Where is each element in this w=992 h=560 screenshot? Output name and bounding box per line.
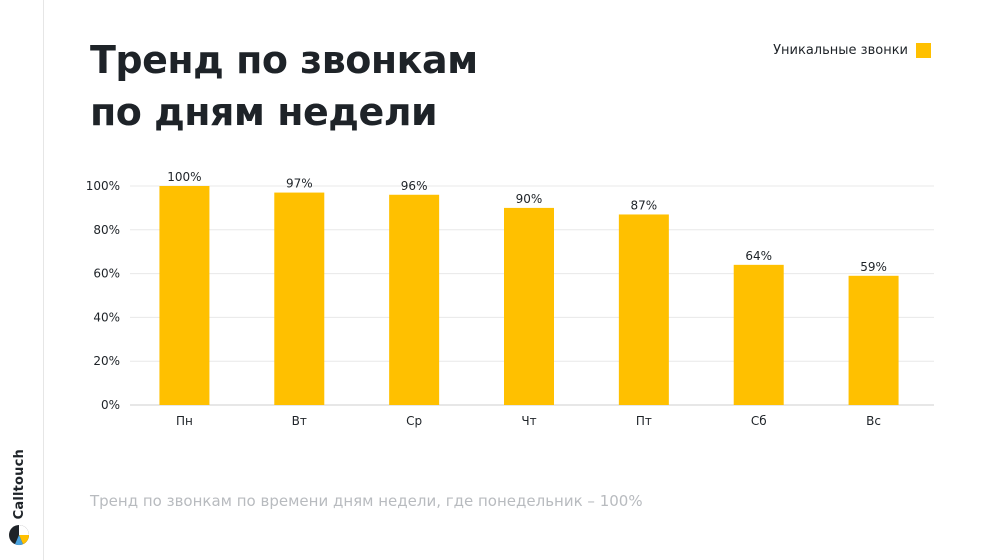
data-label: 96% <box>401 179 428 193</box>
bar <box>274 192 325 405</box>
bar <box>848 275 899 405</box>
bar <box>389 194 440 405</box>
y-tick-label: 40% <box>93 310 120 324</box>
x-tick-label: Вс <box>866 414 881 428</box>
y-tick-label: 0% <box>101 398 120 412</box>
data-label: 97% <box>286 177 313 191</box>
calltouch-logo-icon <box>9 525 30 546</box>
data-label: 64% <box>745 249 772 263</box>
x-tick-label: Сб <box>751 414 767 428</box>
data-label: 87% <box>631 198 658 212</box>
page-title: Тренд по звонкам по дням недели <box>90 34 478 138</box>
y-tick-label: 80% <box>93 223 120 237</box>
y-tick-label: 100% <box>86 179 120 193</box>
bar <box>618 214 669 405</box>
data-label: 59% <box>860 260 887 274</box>
left-rail: Calltouch <box>0 0 44 560</box>
brand: Calltouch <box>8 449 30 546</box>
legend-swatch <box>916 43 931 58</box>
legend-label: Уникальные звонки <box>773 43 908 58</box>
x-tick-label: Вт <box>292 414 307 428</box>
x-tick-label: Ср <box>406 414 422 428</box>
y-tick-label: 20% <box>93 354 120 368</box>
y-tick-label: 60% <box>93 267 120 281</box>
bar <box>504 207 554 405</box>
bar <box>733 264 784 405</box>
title-line-2: по дням недели <box>90 90 438 134</box>
bar <box>159 186 210 405</box>
x-tick-label: Пн <box>176 414 193 428</box>
chart-footnote: Тренд по звонкам по времени дням недели,… <box>90 492 643 510</box>
chart-legend: Уникальные звонки <box>773 43 931 58</box>
data-label: 100% <box>167 170 201 184</box>
x-tick-label: Пт <box>636 414 652 428</box>
title-line-1: Тренд по звонкам <box>90 38 478 82</box>
data-label: 90% <box>516 192 543 206</box>
x-tick-label: Чт <box>521 414 536 428</box>
